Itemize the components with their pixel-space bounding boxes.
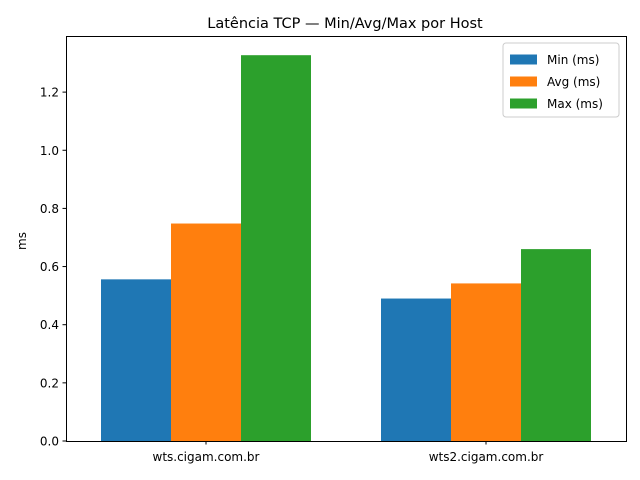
- y-tick-label: 1.2: [40, 86, 59, 100]
- y-tick-label: 0.2: [40, 376, 59, 390]
- legend-swatch: [510, 98, 537, 109]
- y-axis-label: ms: [15, 232, 29, 250]
- x-tick-label: wts2.cigam.com.br: [429, 450, 544, 464]
- x-axis: wts.cigam.com.br wts2.cigam.com.br: [153, 441, 544, 464]
- bar-group: [101, 55, 591, 441]
- legend-swatch: [510, 76, 537, 87]
- bar-1-1: [101, 279, 171, 441]
- legend-label: Avg (ms): [547, 75, 600, 89]
- bar-2-2: [451, 283, 521, 441]
- y-tick-label: 1.0: [40, 144, 59, 158]
- y-tick-label: 0.8: [40, 202, 59, 216]
- legend: Min (ms) Avg (ms) Max (ms): [502, 42, 620, 118]
- bar-3-1: [241, 55, 311, 441]
- y-tick-label: 0.0: [40, 435, 59, 449]
- y-tick-label: 0.4: [40, 318, 59, 332]
- bar-3-2: [521, 249, 591, 441]
- legend-label: Min (ms): [547, 53, 599, 67]
- y-tick-label: 0.6: [40, 260, 59, 274]
- chart-title: Latência TCP — Min/Avg/Max por Host: [207, 16, 483, 32]
- plot-frame: [66, 36, 627, 442]
- bar-2-1: [171, 223, 241, 441]
- x-tick-label: wts.cigam.com.br: [153, 450, 260, 464]
- y-axis: 0.0 0.2 0.4 0.6 0.8 1.0 1.2: [40, 86, 66, 449]
- legend-label: Max (ms): [547, 97, 603, 111]
- bar-1-2: [381, 298, 451, 441]
- legend-swatch: [510, 54, 537, 65]
